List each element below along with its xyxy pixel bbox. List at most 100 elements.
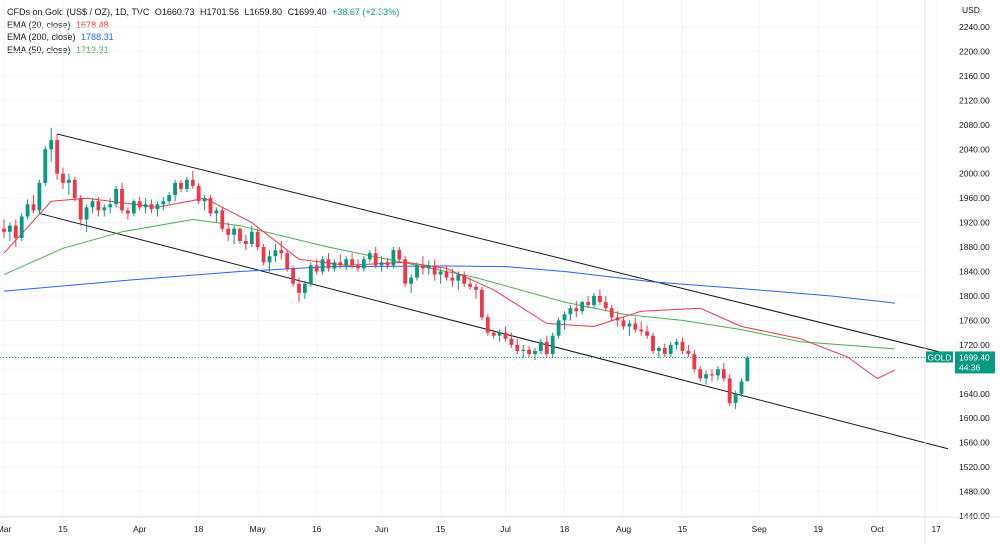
candle-body	[692, 354, 697, 370]
candle-body	[320, 259, 325, 272]
candle-body	[556, 320, 561, 336]
candle-body	[96, 201, 101, 211]
price-axis[interactable]: USD 2240.00 2200.00 2160.00 2120.00 2080.00 20…	[924, 0, 990, 544]
low-value: L1659.80	[244, 7, 283, 17]
grid-lines	[0, 0, 937, 517]
candle-body	[273, 250, 278, 257]
candle-body	[367, 253, 372, 260]
candle-body	[285, 253, 290, 269]
y-tick-label: 2000.00	[959, 169, 990, 179]
candle-body	[432, 265, 437, 275]
candle-body	[67, 179, 71, 183]
legend-ema50-row[interactable]: EMA (50, close) 1713.31	[7, 44, 402, 57]
x-tick-label: 15	[678, 524, 688, 534]
candle-body	[391, 250, 396, 266]
candle-body	[49, 140, 54, 150]
x-tick-label: Jul	[500, 524, 511, 534]
trendline-upper[interactable]	[56, 133, 949, 355]
candle-body	[161, 201, 166, 205]
candle-body	[539, 341, 543, 351]
legend-symbol-row: CFDs on Gold (US$ / OZ), 1D, TVC O1660.7…	[7, 6, 402, 19]
candle-body	[592, 295, 596, 306]
candle-body	[297, 283, 301, 293]
candle-body	[474, 286, 478, 290]
open-value: O1660.73	[154, 7, 195, 17]
legend-ema20-row[interactable]: EMA (20, close) 1678.48	[7, 19, 402, 32]
candle-body	[397, 250, 402, 260]
candle-body	[403, 259, 408, 284]
candle-body	[480, 289, 484, 318]
symbol-tag-text: GOLD	[927, 352, 951, 362]
candle-body	[586, 302, 590, 306]
candle-body	[462, 274, 467, 284]
candle-body	[179, 182, 183, 189]
x-tick-label: Mar	[0, 524, 11, 534]
ema-200-line	[3, 265, 895, 304]
y-tick-label: 2040.00	[959, 144, 990, 154]
candle-body	[373, 253, 378, 266]
y-tick-label: 1800.00	[959, 291, 990, 301]
x-tick-label: Jun	[375, 524, 389, 534]
candle-body	[485, 317, 490, 333]
candle-body	[338, 262, 343, 266]
candle-body	[267, 256, 272, 263]
candle-body	[415, 265, 419, 278]
candle-body	[627, 323, 632, 327]
candle-body	[633, 323, 638, 330]
candle-body	[704, 374, 708, 379]
close-value: C1699.40	[287, 7, 327, 17]
candle-body	[19, 216, 24, 238]
candle-body	[55, 140, 59, 174]
candle-body	[2, 228, 6, 232]
candle-body	[326, 259, 331, 269]
y-tick-label: 1640.00	[959, 389, 990, 399]
symbol-label[interactable]: CFDs on Gold (US$ / OZ), 1D, TVC	[7, 7, 150, 17]
candle-body	[444, 271, 449, 278]
time-axis[interactable]: Mar 15 Apr 18 May 16 Jun 15 Jul 18 Aug 15 Sep 19 Oct 17	[0, 516, 1000, 534]
trendlines[interactable]	[39, 133, 949, 450]
candle-body	[149, 204, 154, 210]
candle-body	[356, 265, 360, 269]
candle-body	[202, 198, 207, 202]
y-tick-label: 1560.00	[959, 438, 990, 448]
candle-body	[72, 179, 77, 199]
candle-body	[131, 201, 136, 214]
candle-body	[645, 331, 649, 336]
x-tick-label: Aug	[616, 524, 631, 534]
ema50-name: EMA (50, close)	[7, 44, 71, 55]
ema20-value: 1678.48	[76, 19, 109, 30]
candle-body	[509, 338, 514, 345]
candle-body	[8, 225, 12, 232]
x-tick-label: Oct	[871, 524, 885, 534]
candle-body	[527, 349, 531, 355]
candle-body	[308, 265, 313, 284]
candle-body	[155, 204, 160, 210]
candle-body	[238, 228, 242, 241]
candle-body	[521, 349, 526, 351]
candle-body	[173, 182, 177, 196]
candle-body	[491, 332, 496, 336]
candle-body	[350, 259, 354, 266]
candle-body	[698, 369, 703, 379]
y-tick-label: 1960.00	[959, 193, 990, 203]
candle-body	[84, 207, 89, 220]
candle-body	[31, 204, 36, 211]
x-tick-label: 18	[560, 524, 570, 534]
x-tick-label: 18	[194, 524, 204, 534]
candle-body	[574, 308, 579, 312]
candle-body	[344, 259, 349, 266]
change-value: +38.67 (+2.33%)	[332, 7, 400, 17]
y-tick-label: 1840.00	[959, 267, 990, 277]
symbol-tag	[926, 351, 953, 363]
currency-label: USD	[962, 5, 980, 15]
candle-body	[214, 210, 219, 214]
legend-ema200-row[interactable]: EMA (200, close) 1788.31	[7, 31, 402, 44]
candle-body	[421, 265, 425, 269]
candle-body	[426, 265, 431, 269]
ema-50-line	[3, 219, 895, 350]
candle-body	[533, 350, 537, 355]
candle-body	[615, 317, 620, 321]
candle-body	[362, 259, 366, 269]
